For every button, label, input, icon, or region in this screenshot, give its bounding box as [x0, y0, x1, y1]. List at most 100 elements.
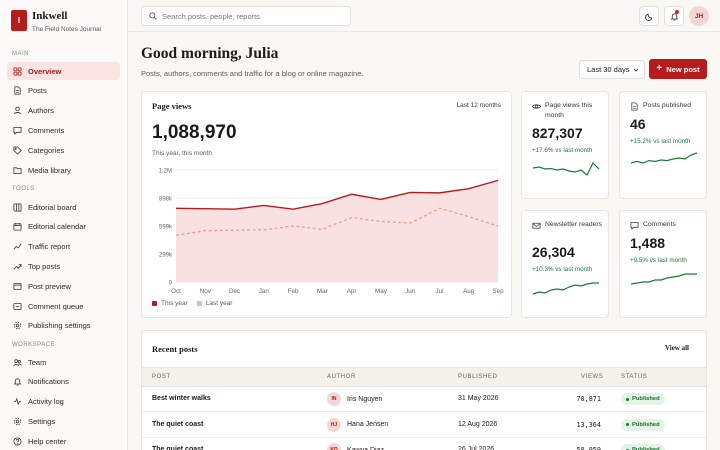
sidebar-item-help-center[interactable]: Help center	[7, 432, 120, 450]
stat-label: Posts published	[643, 102, 691, 109]
eye-icon	[532, 104, 541, 109]
sidebar-item-top-posts[interactable]: Top posts	[7, 257, 120, 275]
new-post-button[interactable]: + New post	[649, 59, 707, 79]
sidebar-item-notifications[interactable]: Notifications	[7, 373, 120, 391]
x-tick-label: Mar	[317, 288, 328, 295]
date-range-select[interactable]: Last 30 days	[579, 60, 645, 79]
column-author[interactable]: AUTHOR	[327, 374, 356, 380]
page-views-card: Page views Last 12 months 1,088,970 This…	[141, 91, 512, 318]
sidebar-item-label: Editorial board	[28, 202, 77, 212]
nav-section-tools: TOOLS	[12, 186, 35, 192]
legend-swatch-this-year	[152, 301, 157, 306]
sidebar-item-editorial-board[interactable]: Editorial board	[7, 198, 120, 216]
topbar: JH	[128, 0, 720, 32]
team-icon	[12, 357, 22, 367]
stat-value: 26,304	[532, 244, 575, 260]
sidebar-item-post-preview[interactable]: Post preview	[7, 277, 120, 295]
sparkline-path	[532, 161, 600, 176]
column-views[interactable]: VIEWS	[581, 374, 604, 380]
sidebar-item-activity-log[interactable]: Activity log	[7, 393, 120, 411]
search-input[interactable]	[162, 11, 342, 21]
page-views-value: 1,088,970	[152, 122, 237, 143]
sidebar-item-comments[interactable]: Comments	[7, 121, 120, 139]
sidebar: I Inkwell The Field Notes Journal MAIN Ov…	[0, 0, 128, 450]
table-row[interactable]: Best winter walks IN Iris Nguyen 31 May 202…	[142, 387, 706, 412]
mail-icon	[532, 222, 541, 229]
sidebar-item-publishing-settings[interactable]: Publishing settings	[7, 317, 120, 335]
author-name: Hana Jensen	[347, 421, 389, 428]
sidebar-item-team[interactable]: Team	[7, 353, 120, 371]
column-published[interactable]: PUBLISHED	[458, 374, 498, 380]
help-icon	[12, 436, 22, 446]
bell-icon	[12, 377, 22, 387]
stat-value: 827,307	[532, 125, 583, 141]
sidebar-item-label: Help center	[28, 436, 67, 446]
sidebar-item-label: Publishing settings	[28, 321, 91, 331]
sidebar-item-label: Media library	[28, 165, 71, 175]
table-row[interactable]: The quiet coast HJ Hana Jensen 12 Aug 2026 1…	[142, 413, 706, 438]
post-title[interactable]: Best winter walks	[152, 395, 211, 402]
legend-label-this-year: This year	[161, 300, 188, 307]
view-all-link[interactable]: View all	[664, 344, 689, 352]
column-post[interactable]: POST	[152, 374, 171, 380]
stat-label: Comments	[643, 221, 676, 228]
recent-posts-card: Recent posts View all POST AUTHOR PUBLIS…	[141, 330, 707, 450]
x-tick-label: Dec	[229, 288, 240, 295]
grid-icon	[12, 66, 22, 76]
sidebar-item-label: Posts	[28, 86, 47, 96]
x-tick-label: Feb	[288, 288, 299, 295]
series-area-this-year	[176, 180, 498, 282]
sidebar-item-label: Traffic report	[28, 242, 71, 252]
stat-label: Newsletter readers	[545, 221, 603, 228]
post-title[interactable]: The quiet coast	[152, 446, 204, 450]
post-status: Published	[621, 393, 665, 405]
sidebar-item-settings[interactable]: Settings	[7, 412, 120, 430]
sparkline	[630, 273, 697, 285]
sidebar-item-label: Post preview	[28, 281, 71, 291]
x-tick-label: May	[375, 288, 388, 295]
board-icon	[12, 202, 22, 212]
stat-card-comments: Comments 1,488 +9.5% vs last month	[619, 210, 707, 318]
user-icon	[12, 106, 22, 116]
table-row[interactable]: The quiet coast KD Kawya Diaz 26 Jul 2026 50…	[142, 438, 706, 450]
y-tick-label: 898k	[159, 197, 173, 203]
sparkline	[630, 152, 698, 164]
brand[interactable]: I Inkwell The Field Notes Journal	[11, 10, 101, 33]
sidebar-item-media-library[interactable]: Media library	[7, 161, 120, 179]
chevron-down-icon	[633, 68, 639, 72]
sidebar-item-overview[interactable]: Overview	[7, 62, 120, 80]
sidebar-item-categories[interactable]: Categories	[7, 141, 120, 159]
series-line-last-year	[175, 207, 499, 236]
tag-icon	[12, 145, 22, 155]
page-views-range[interactable]: Last 12 months	[456, 102, 501, 109]
sidebar-item-label: Categories	[28, 145, 65, 155]
sidebar-item-label: Authors	[28, 106, 54, 116]
gear-icon	[12, 416, 22, 426]
sidebar-item-label: Overview	[28, 66, 62, 76]
post-status: Published	[621, 444, 665, 450]
user-avatar[interactable]: JH	[689, 6, 709, 26]
x-tick-label: Jan	[259, 288, 270, 295]
sidebar-item-comment-queue[interactable]: Comment queue	[7, 297, 120, 315]
sidebar-item-editorial-calendar[interactable]: Editorial calendar	[7, 218, 120, 236]
document-icon	[12, 86, 22, 96]
sidebar-item-label: Comment queue	[28, 301, 84, 311]
sidebar-item-posts[interactable]: Posts	[7, 82, 120, 100]
brand-subtitle: The Field Notes Journal	[32, 26, 102, 33]
post-title[interactable]: The quiet coast	[152, 420, 204, 428]
series-line-this-year	[175, 179, 499, 210]
post-published-date: 26 Jul 2026	[458, 446, 495, 450]
legend-swatch-last-year	[196, 301, 202, 306]
y-tick-label: 299k	[159, 253, 173, 259]
x-tick-label: Apr	[347, 288, 357, 295]
legend-this-year: This year	[152, 300, 188, 307]
sidebar-item-authors[interactable]: Authors	[7, 102, 120, 120]
notifications-button[interactable]	[664, 6, 684, 26]
theme-toggle-button[interactable]	[639, 6, 659, 26]
author-avatar: HJ	[327, 417, 341, 432]
sidebar-item-traffic-report[interactable]: Traffic report	[7, 238, 120, 256]
column-status[interactable]: STATUS	[621, 374, 648, 380]
search-box[interactable]	[141, 6, 351, 26]
post-author: KD Kawya Diaz	[327, 443, 384, 450]
sidebar-item-label: Comments	[28, 125, 65, 135]
